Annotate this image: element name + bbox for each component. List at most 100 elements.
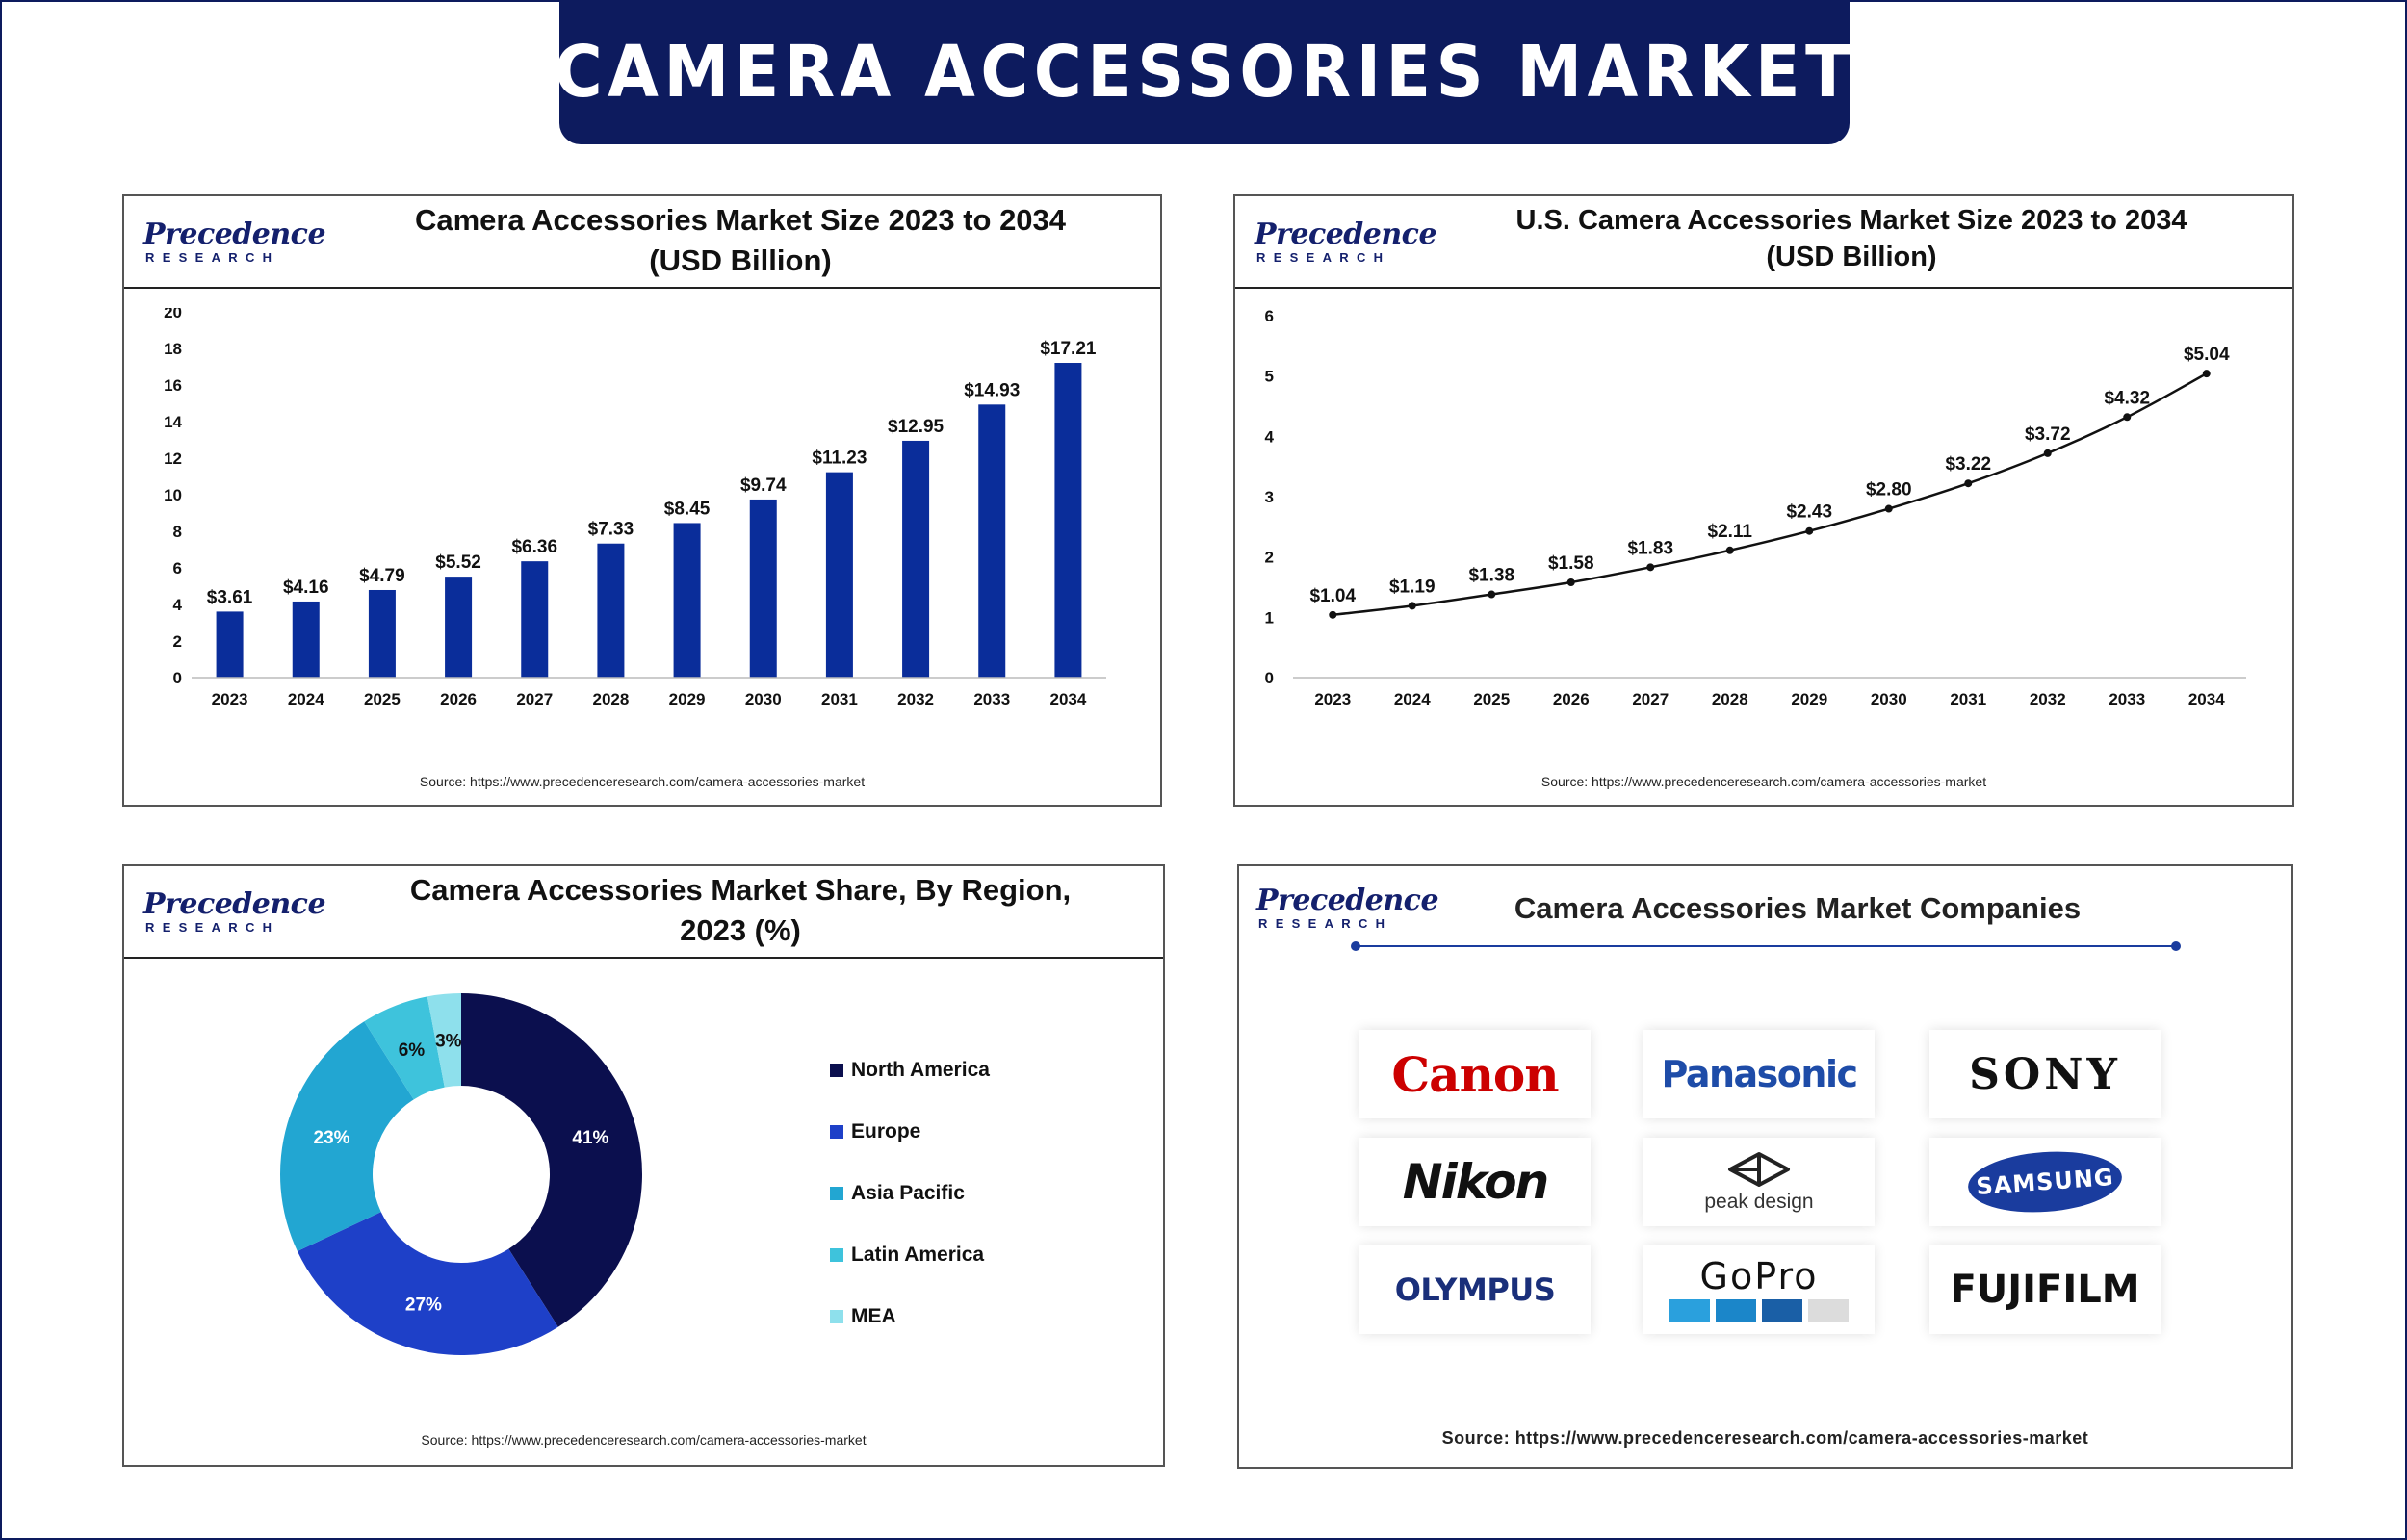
bar <box>521 561 549 678</box>
x-tick-label: 2028 <box>1712 690 1748 708</box>
data-label: $1.19 <box>1389 577 1436 597</box>
bar <box>292 601 320 678</box>
bar <box>673 523 701 678</box>
company-panasonic: Panasonic <box>1643 1030 1875 1118</box>
data-label: $12.95 <box>888 417 945 437</box>
company-peak-design: peak design <box>1643 1138 1875 1226</box>
x-tick-label: 2033 <box>2109 690 2145 708</box>
company-olympus: OLYMPUS <box>1359 1245 1591 1334</box>
y-tick-label: 20 <box>164 308 182 321</box>
panel-header: Precedence RESEARCH Camera Accessories M… <box>124 196 1160 289</box>
title-banner: CAMERA ACCESSORIES MARKET <box>554 0 1850 144</box>
pie-slice <box>427 993 461 1088</box>
bar <box>825 472 853 678</box>
data-label: $3.61 <box>207 587 253 607</box>
data-label: $9.74 <box>740 475 787 496</box>
y-tick-label: 4 <box>173 596 183 614</box>
precedence-logo: Precedence RESEARCH <box>143 887 326 936</box>
gopro-color-squares <box>1669 1299 1849 1322</box>
legend-swatch <box>830 1064 843 1077</box>
company-nikon: Nikon <box>1359 1138 1591 1226</box>
x-tick-label: 2027 <box>516 690 553 708</box>
data-label: $11.23 <box>812 449 867 469</box>
x-tick-label: 2024 <box>1394 690 1431 708</box>
bar <box>445 577 473 678</box>
company-samsung: SAMSUNG <box>1929 1138 2161 1226</box>
data-label: $1.58 <box>1548 553 1594 574</box>
slice-label: 27% <box>405 1295 442 1315</box>
data-label: $3.22 <box>1945 454 1991 475</box>
y-tick-label: 0 <box>173 669 182 687</box>
slice-label: 41% <box>572 1128 608 1148</box>
x-tick-label: 2023 <box>212 690 248 708</box>
precedence-logo: Precedence RESEARCH <box>1256 884 1439 932</box>
data-label: $4.16 <box>283 578 329 598</box>
data-label: $4.79 <box>359 566 405 586</box>
x-tick-label: 2026 <box>1553 690 1590 708</box>
data-point <box>1884 504 1893 513</box>
legend-label: MEA <box>851 1305 896 1327</box>
y-tick-label: 2 <box>173 632 182 651</box>
y-tick-label: 1 <box>1265 608 1274 627</box>
x-tick-label: 2028 <box>593 690 630 708</box>
legend-swatch <box>830 1248 843 1262</box>
data-label: $8.45 <box>664 499 711 519</box>
data-label: $1.38 <box>1468 566 1514 586</box>
x-tick-label: 2025 <box>1473 690 1510 708</box>
us-market-panel: Precedence RESEARCH U.S. Camera Accessor… <box>1233 194 2294 807</box>
chart-title: Camera Accessories Market Share, By Regi… <box>409 873 1072 947</box>
data-point <box>1646 563 1655 572</box>
data-point <box>1566 578 1575 586</box>
x-tick-label: 2031 <box>1950 690 1986 708</box>
legend-swatch <box>830 1125 843 1139</box>
bar <box>597 543 625 678</box>
y-tick-label: 6 <box>1265 308 1274 325</box>
x-tick-label: 2032 <box>2030 690 2066 708</box>
y-tick-label: 2 <box>1265 549 1274 567</box>
x-tick-label: 2026 <box>440 690 477 708</box>
pie-slice <box>297 1212 558 1355</box>
data-label: $5.04 <box>2184 345 2230 365</box>
x-tick-label: 2032 <box>897 690 934 708</box>
samsung-logo-oval: SAMSUNG <box>1966 1146 2124 1218</box>
legend-item: MEA <box>830 1305 896 1328</box>
bar <box>749 499 777 678</box>
data-point <box>1488 590 1496 599</box>
data-label: $1.04 <box>1309 586 1356 606</box>
x-tick-label: 2034 <box>1050 690 1087 708</box>
source-text: Source: https://www.precedenceresearch.c… <box>1540 774 1987 789</box>
legend-label: Latin America <box>851 1244 985 1266</box>
slice-label: 3% <box>435 1032 462 1052</box>
x-tick-label: 2029 <box>669 690 706 708</box>
bar <box>902 440 930 678</box>
x-tick-label: 2023 <box>1314 690 1351 708</box>
x-tick-label: 2034 <box>2188 690 2225 708</box>
data-label: $5.52 <box>435 552 481 573</box>
data-label: $17.21 <box>1040 339 1097 359</box>
source-text: Source: https://www.precedenceresearch.c… <box>419 774 866 789</box>
data-label: $2.11 <box>1708 522 1753 542</box>
data-label: $6.36 <box>511 537 557 557</box>
panel-header: Precedence RESEARCH U.S. Camera Accessor… <box>1235 196 2292 289</box>
pie-slice <box>461 993 642 1327</box>
data-point <box>1408 602 1416 610</box>
data-point <box>1964 479 1973 488</box>
pie-slice <box>280 1021 414 1252</box>
source-text: Source: https://www.precedenceresearch.c… <box>421 1432 867 1448</box>
legend-item: Asia Pacific <box>830 1182 965 1205</box>
legend-label: North America <box>851 1059 990 1081</box>
precedence-logo: Precedence RESEARCH <box>1255 218 1437 266</box>
company-canon: Canon <box>1359 1030 1591 1118</box>
data-label: $1.83 <box>1627 538 1673 558</box>
precedence-logo: Precedence RESEARCH <box>143 218 326 266</box>
legend-label: Europe <box>851 1120 921 1142</box>
x-tick-label: 2025 <box>364 690 401 708</box>
company-gopro: GoPro <box>1643 1245 1875 1334</box>
y-tick-label: 4 <box>1265 427 1275 446</box>
x-tick-label: 2027 <box>1632 690 1669 708</box>
legend-label: Asia Pacific <box>851 1182 965 1204</box>
data-label: $14.93 <box>964 380 1020 400</box>
legend-swatch <box>830 1187 843 1200</box>
y-tick-label: 5 <box>1265 368 1274 386</box>
data-label: $2.80 <box>1866 480 1912 500</box>
